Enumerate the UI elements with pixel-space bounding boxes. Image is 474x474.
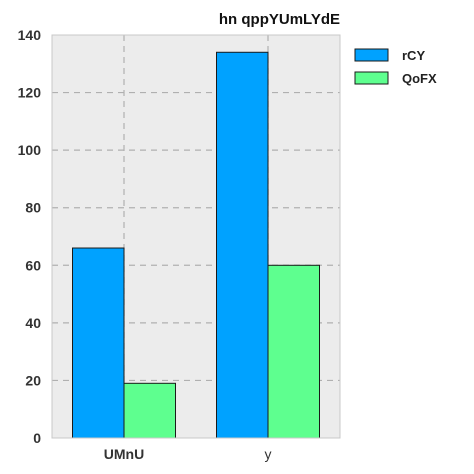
legend-label-rCY: rCY: [402, 48, 425, 63]
legend-swatch-QoFX: [354, 71, 389, 85]
y-tick-label: 0: [33, 430, 41, 446]
plot-frame: [51, 34, 341, 439]
y-axis: 0 20 40 60 80 100 120 140: [18, 27, 42, 446]
x-tick-label: y: [265, 446, 272, 462]
y-tick-label: 80: [25, 200, 41, 216]
y-tick-label: 120: [18, 85, 42, 101]
bar-QoFX-y: [267, 264, 320, 439]
legend-label-QoFX: QoFX: [402, 71, 437, 86]
x-axis: UMnU y: [104, 446, 272, 462]
chart-title: hn qppYUmLYdE: [219, 11, 340, 28]
bars: [72, 51, 320, 439]
legend: rCY QoFX: [354, 48, 437, 86]
bar-rCY-y: [216, 51, 269, 439]
y-tick-label: 40: [25, 315, 41, 331]
y-tick-label: 100: [18, 142, 42, 158]
y-tick-label: 20: [25, 372, 41, 388]
x-tick-label: UMnU: [104, 446, 144, 462]
bar-QoFX-UMnU: [123, 382, 176, 439]
legend-swatch-rCY: [354, 48, 389, 62]
bar-rCY-UMnU: [72, 247, 125, 439]
y-tick-label: 60: [25, 257, 41, 273]
y-tick-label: 140: [18, 27, 42, 43]
